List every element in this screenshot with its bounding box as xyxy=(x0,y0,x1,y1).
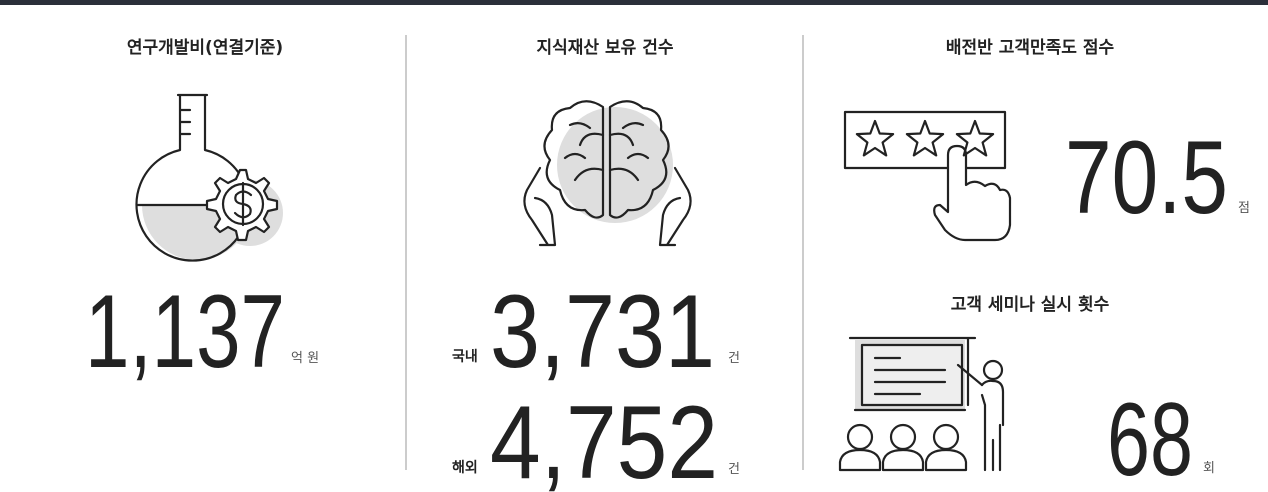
key-figures: 연구개발비(연결기준) 1,137 억 원 지식재산 보유 건수 국내 3,73… xyxy=(0,0,1268,492)
panel-title: 연구개발비(연결기준) xyxy=(127,38,283,58)
figure-unit: 건 xyxy=(728,351,740,366)
rating-icon xyxy=(845,112,1010,240)
seminar-icon xyxy=(840,338,1003,470)
figure-value: 3,731 xyxy=(490,274,715,390)
figure-unit: 건 xyxy=(728,462,740,477)
audience-body xyxy=(926,450,966,470)
panel-title: 지식재산 보유 건수 xyxy=(537,38,674,58)
top-border xyxy=(0,0,1268,5)
audience-body xyxy=(883,450,923,470)
figure-label: 해외 xyxy=(452,459,478,476)
audience-head xyxy=(848,425,872,449)
audience-head xyxy=(934,425,958,449)
audience-head xyxy=(891,425,915,449)
panel-title: 배전반 고객만족도 점수 xyxy=(946,38,1115,58)
panel-title: 고객 세미나 실시 횟수 xyxy=(951,295,1110,315)
figure-value: 68 xyxy=(1107,382,1193,492)
figure-label: 국내 xyxy=(452,349,478,365)
figure-value: 1,137 xyxy=(85,274,285,390)
audience-body xyxy=(840,450,880,470)
figure-value: 4,752 xyxy=(490,385,718,492)
flask-icon xyxy=(137,95,284,261)
brain-icon xyxy=(524,101,690,245)
figure-value: 70.5 xyxy=(1065,120,1228,236)
figure-unit: 회 xyxy=(1203,461,1215,476)
figure-unit: 점 xyxy=(1238,201,1250,216)
star xyxy=(857,121,893,155)
figure-unit: 억 원 xyxy=(291,351,319,366)
star xyxy=(907,121,943,155)
